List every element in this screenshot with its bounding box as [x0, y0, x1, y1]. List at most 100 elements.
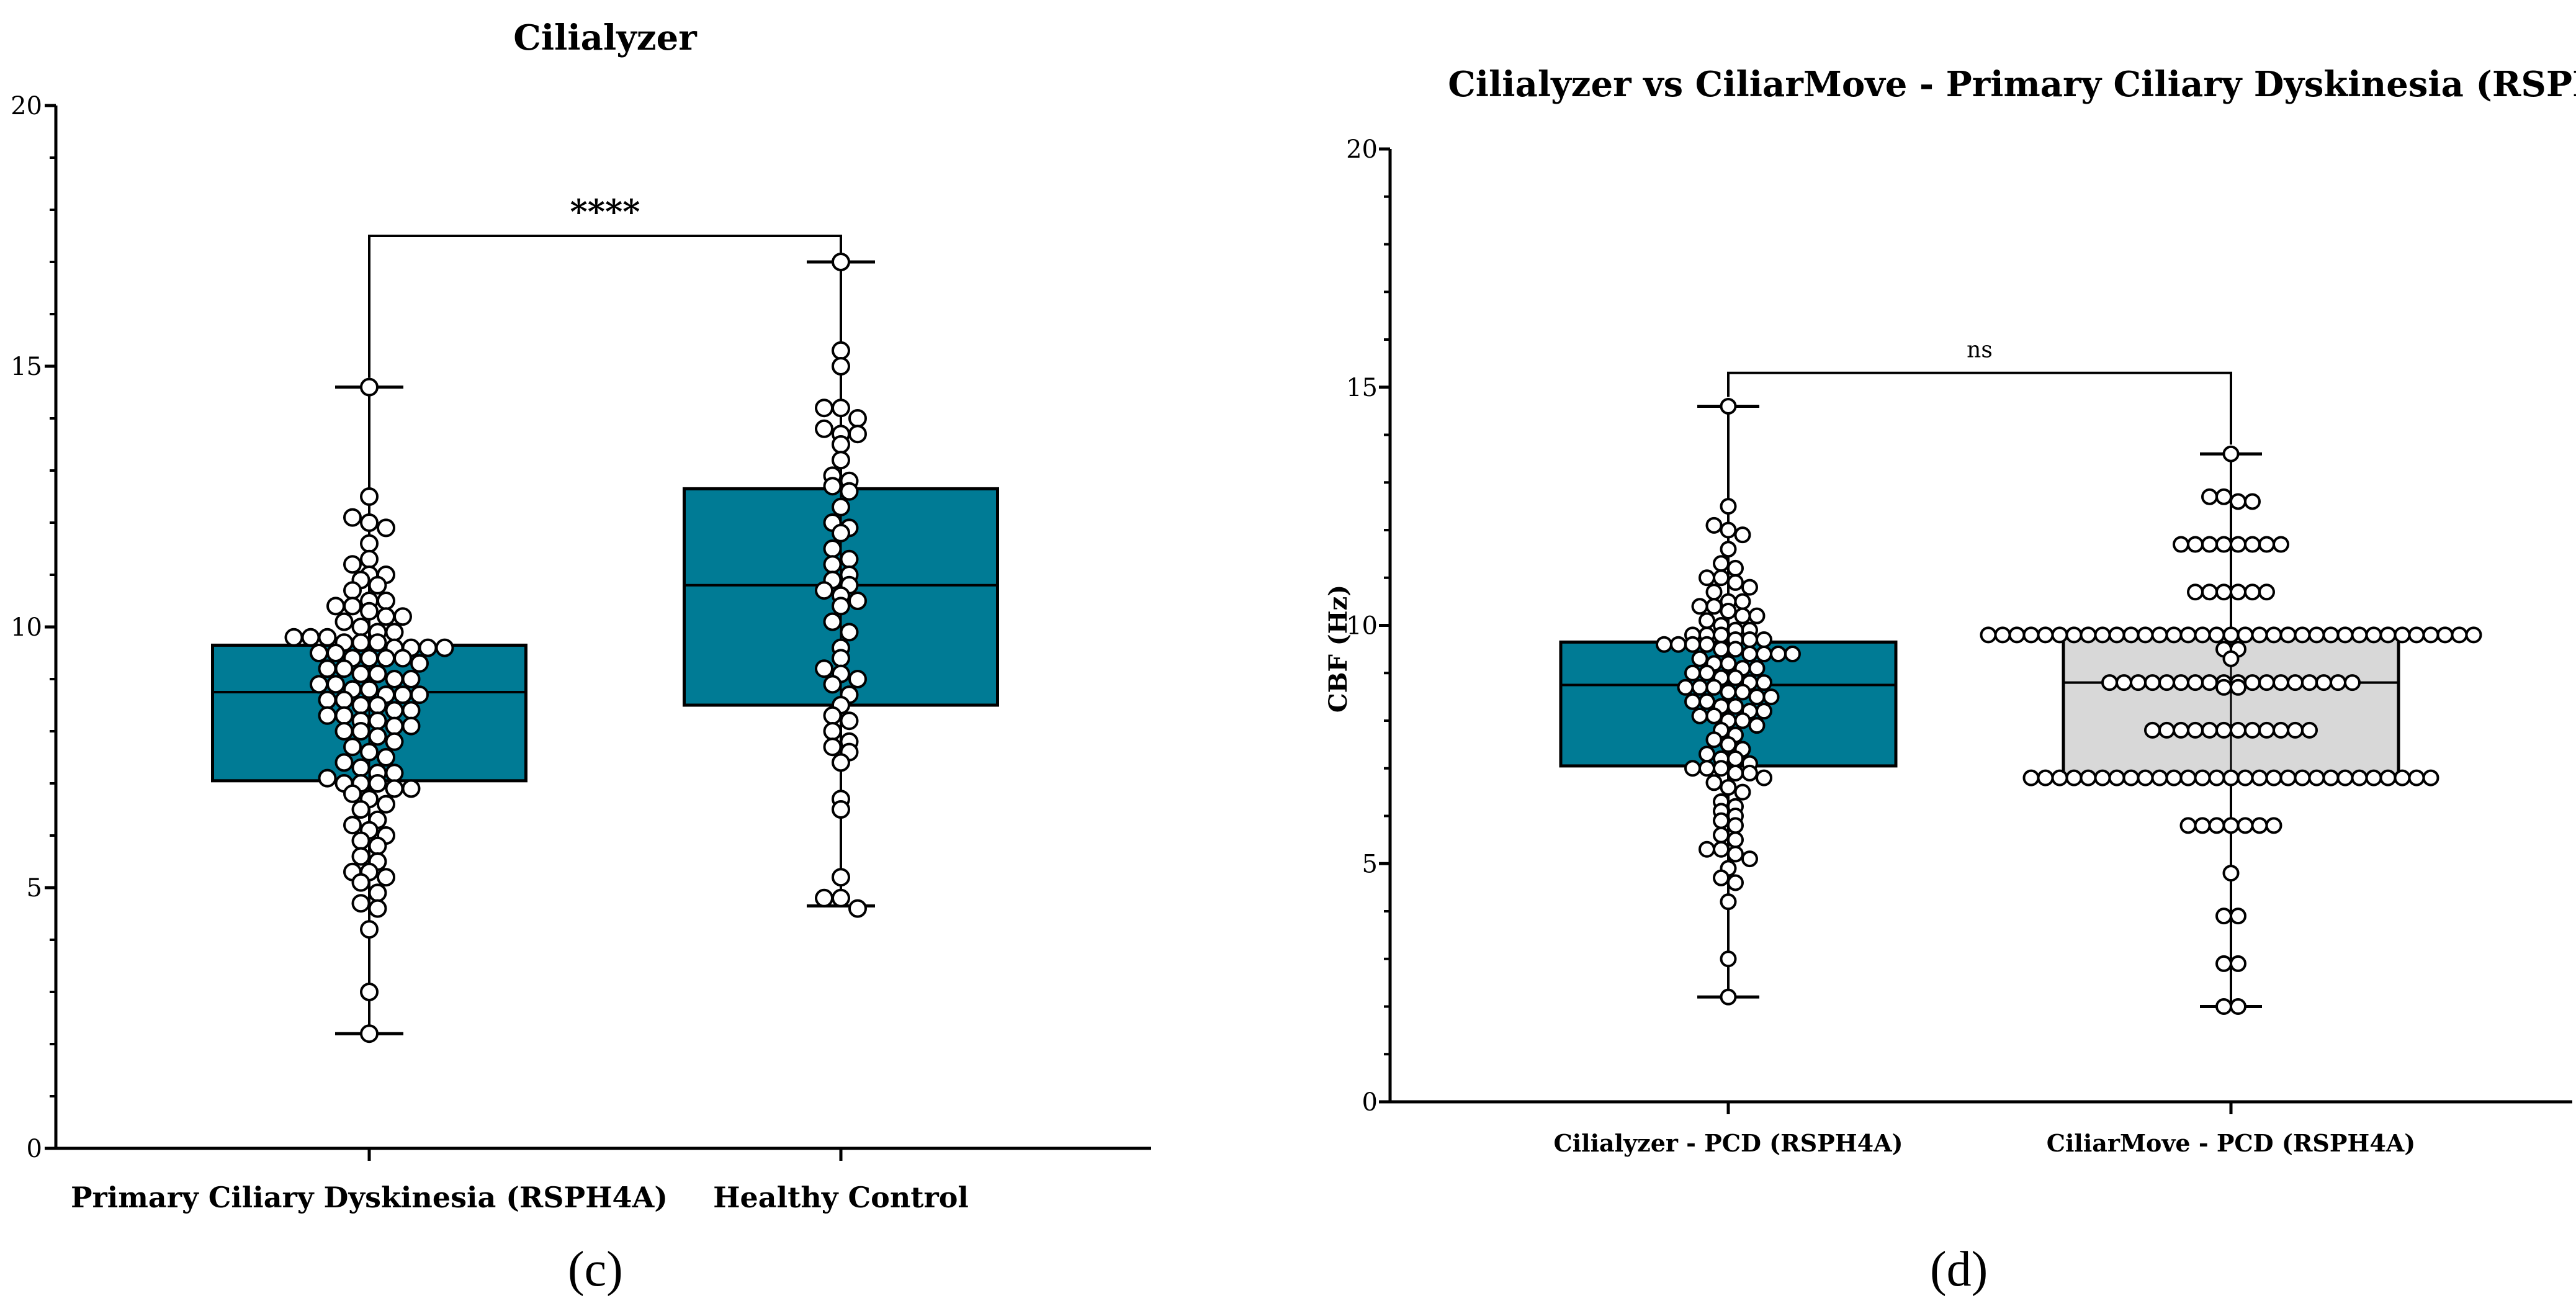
- data-point: [815, 581, 833, 600]
- data-point: [1994, 626, 2011, 644]
- data-point: [377, 518, 395, 538]
- data-point: [840, 711, 859, 731]
- data-point: [402, 779, 421, 798]
- data-point: [823, 477, 842, 496]
- data-point: [832, 399, 850, 418]
- data-point: [1720, 541, 1737, 558]
- y-tick-label: 10: [1346, 612, 1378, 641]
- data-point: [2237, 769, 2254, 786]
- data-point: [2351, 769, 2368, 786]
- data-point: [343, 784, 362, 803]
- data-point: [823, 722, 842, 741]
- data-point: [2037, 626, 2054, 644]
- chart-d-y-axis: 0 5 10 15 20: [1346, 135, 1392, 1117]
- data-point: [1727, 831, 1744, 849]
- significance-bracket: [368, 235, 842, 378]
- data-point: [351, 618, 370, 636]
- data-point: [2215, 998, 2232, 1015]
- y-tick-label: 0: [1362, 1088, 1378, 1117]
- data-point: [351, 633, 370, 652]
- data-point: [2094, 626, 2111, 644]
- data-point: [1727, 698, 1744, 715]
- data-point: [418, 638, 438, 657]
- data-point: [2308, 769, 2325, 786]
- chart-c-points: [284, 253, 867, 1043]
- data-point: [823, 675, 842, 694]
- data-point: [2022, 626, 2040, 644]
- data-point: [815, 399, 833, 418]
- data-point: [393, 607, 412, 626]
- data-point: [435, 638, 454, 657]
- data-point: [2144, 721, 2161, 739]
- data-point: [326, 597, 345, 616]
- data-point: [2065, 626, 2083, 644]
- data-point: [2158, 721, 2175, 739]
- data-point: [2230, 908, 2246, 925]
- data-point: [1677, 678, 1694, 696]
- data-point: [2244, 721, 2261, 739]
- data-point: [2215, 955, 2232, 972]
- data-point: [2201, 488, 2218, 505]
- data-point: [815, 419, 833, 438]
- data-point: [2279, 769, 2297, 786]
- chart-d-y-axis-label: CBF (Hz): [1324, 585, 1353, 713]
- data-point: [1691, 598, 1708, 615]
- y-tick-label: 20: [1346, 135, 1378, 164]
- data-point: [1713, 760, 1730, 777]
- data-point: [1691, 678, 1708, 696]
- data-point: [2222, 769, 2240, 786]
- data-point: [318, 659, 337, 678]
- data-point: [848, 899, 867, 918]
- data-point: [2173, 721, 2189, 739]
- data-point: [2187, 536, 2204, 553]
- chart-d-significance: ns: [1727, 338, 2232, 445]
- data-point: [393, 649, 412, 668]
- data-point: [2294, 769, 2311, 786]
- data-point: [2244, 583, 2261, 601]
- data-point: [2294, 626, 2311, 644]
- data-point: [1691, 707, 1708, 724]
- data-point: [2116, 674, 2132, 692]
- data-point: [2273, 721, 2289, 739]
- data-point: [2173, 536, 2189, 553]
- data-point: [1720, 498, 1737, 515]
- data-point: [832, 753, 850, 772]
- y-tick-label: 15: [11, 353, 42, 381]
- data-point: [2158, 674, 2175, 692]
- data-point: [351, 758, 370, 777]
- data-point: [2351, 626, 2368, 644]
- data-point: [1756, 646, 1772, 663]
- data-point: [2194, 817, 2211, 834]
- data-point: [2201, 721, 2218, 739]
- data-point: [823, 737, 842, 757]
- data-point: [1734, 526, 1751, 544]
- data-point: [2258, 721, 2275, 739]
- data-point: [1720, 602, 1737, 619]
- category-label: Primary Ciliary Dyskinesia (RSPH4A): [71, 1181, 668, 1214]
- data-point: [377, 607, 395, 626]
- data-point: [2201, 583, 2218, 601]
- data-point: [393, 685, 412, 705]
- data-point: [1656, 636, 1672, 653]
- y-tick-label: 20: [11, 92, 42, 120]
- data-point: [301, 628, 320, 647]
- data-point: [368, 899, 387, 918]
- data-point: [2230, 678, 2246, 696]
- data-point: [2237, 626, 2254, 644]
- data-point: [832, 497, 850, 516]
- data-point: [2365, 769, 2382, 786]
- data-point: [1748, 717, 1766, 734]
- data-point: [351, 696, 370, 714]
- data-point: [2215, 488, 2232, 505]
- chart-c-title: Cilialyzer: [513, 17, 698, 58]
- data-point: [351, 664, 370, 683]
- data-point: [368, 727, 387, 746]
- data-point: [1705, 731, 1723, 749]
- data-point: [1705, 583, 1723, 601]
- data-point: [2137, 626, 2154, 644]
- data-point: [326, 675, 345, 694]
- data-point: [823, 539, 842, 558]
- data-point: [360, 920, 379, 939]
- data-point: [1713, 812, 1730, 829]
- data-point: [2137, 769, 2154, 786]
